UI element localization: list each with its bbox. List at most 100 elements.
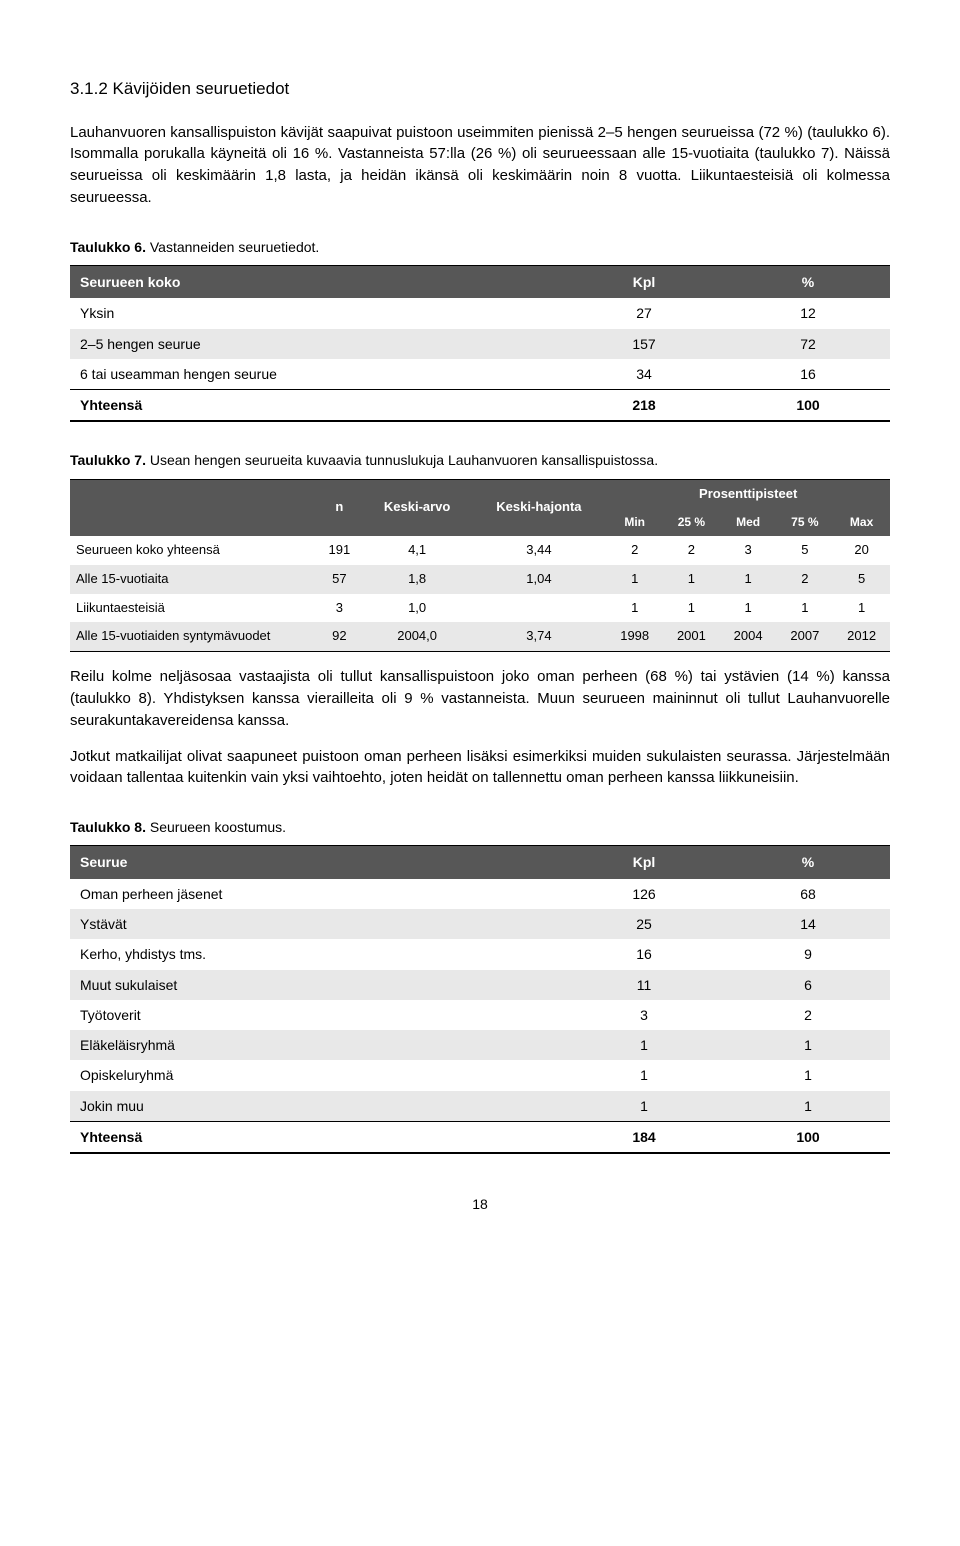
cell-p75: 2 [776,565,833,594]
cell-kpl: 157 [562,329,726,359]
table7-caption-text: Usean hengen seurueita kuvaavia tunnuslu… [146,452,658,468]
table-row: 6 tai useamman hengen seurue3416 [70,359,890,390]
cell-label: Ystävät [70,909,562,939]
cell-label: Seurueen koko yhteensä [70,536,316,565]
cell-label: 6 tai useamman hengen seurue [70,359,562,390]
cell-n: 3 [316,594,363,623]
cell-p75: 1 [776,594,833,623]
table-row: Eläkeläisryhmä11 [70,1030,890,1060]
cell-pct: 1 [726,1030,890,1060]
table8-caption: Taulukko 8. Seurueen koostumus. [70,817,890,837]
cell-pct: 72 [726,329,890,359]
cell-kpl: 1 [562,1030,726,1060]
cell-p75: 2007 [776,622,833,651]
section-heading: 3.1.2 Kävijöiden seuruetiedot [70,77,890,102]
cell-ka: 2004,0 [363,622,472,651]
cell-p25: 2001 [663,622,720,651]
table7-header-med: Med [720,509,777,536]
table-row: Ystävät2514 [70,909,890,939]
cell-label: Alle 15-vuotiaita [70,565,316,594]
cell-label: Alle 15-vuotiaiden syntymävuodet [70,622,316,651]
table8: Seurue Kpl % Oman perheen jäsenet12668Ys… [70,846,890,1153]
cell-min: 1 [606,565,663,594]
table7-header-ka: Keski-arvo [363,480,472,536]
table7-header-max: Max [833,509,890,536]
table6-header-col1: Seurueen koko [70,266,562,298]
cell-pct: 12 [726,298,890,328]
table-row: Alle 15-vuotiaita571,81,0411125 [70,565,890,594]
table-row: Alle 15-vuotiaiden syntymävuodet922004,0… [70,622,890,651]
cell-pct: 2 [726,1000,890,1030]
cell-label: Työtoverit [70,1000,562,1030]
table-row: Seurueen koko yhteensä1914,13,44223520 [70,536,890,565]
cell-label: Jokin muu [70,1091,562,1122]
cell-kh: 1,04 [472,565,607,594]
table8-header-col3: % [726,846,890,878]
table8-header-col1: Seurue [70,846,562,878]
cell-max: 20 [833,536,890,565]
cell-med: 2004 [720,622,777,651]
cell-kh: 3,74 [472,622,607,651]
table7-header-kh: Keski-hajonta [472,480,607,536]
cell-label: Opiskeluryhmä [70,1060,562,1090]
cell-kpl: 1 [562,1060,726,1090]
cell-med: 1 [720,594,777,623]
table-row: Jokin muu11 [70,1091,890,1122]
table8-head: Seurue Kpl % [70,846,890,878]
cell-kpl: 25 [562,909,726,939]
cell-pct: 9 [726,939,890,969]
table6-caption-text: Vastanneiden seuruetiedot. [146,239,319,255]
page-number: 18 [70,1194,890,1214]
table6-wrap: Seurueen koko Kpl % Yksin27122–5 hengen … [70,265,890,422]
cell-label: Muut sukulaiset [70,970,562,1000]
cell-min: 1998 [606,622,663,651]
table6-caption-bold: Taulukko 6. [70,239,146,255]
table7-caption-bold: Taulukko 7. [70,452,146,468]
table7-caption: Taulukko 7. Usean hengen seurueita kuvaa… [70,450,890,470]
cell-kpl: 126 [562,879,726,909]
table-row: Kerho, yhdistys tms.169 [70,939,890,969]
cell-p25: 1 [663,565,720,594]
cell-ka: 4,1 [363,536,472,565]
cell-pct: 68 [726,879,890,909]
table6-header-col2: Kpl [562,266,726,298]
table6-body: Yksin27122–5 hengen seurue157726 tai use… [70,298,890,421]
cell-pct: 6 [726,970,890,1000]
cell-kpl: 16 [562,939,726,969]
table6: Seurueen koko Kpl % Yksin27122–5 hengen … [70,266,890,421]
cell-min: 2 [606,536,663,565]
table7-header-p75: 75 % [776,509,833,536]
cell-p75: 5 [776,536,833,565]
table7-header-n: n [316,480,363,536]
table-row: Oman perheen jäsenet12668 [70,879,890,909]
cell-kpl: 11 [562,970,726,1000]
table7: n Keski-arvo Keski-hajonta Prosenttipist… [70,480,890,652]
table8-body: Oman perheen jäsenet12668Ystävät2514Kerh… [70,879,890,1153]
table-row: Liikuntaesteisiä31,011111 [70,594,890,623]
cell-max: 2012 [833,622,890,651]
cell-label: Kerho, yhdistys tms. [70,939,562,969]
table-row-total: Yhteensä218100 [70,390,890,421]
cell-kpl: 1 [562,1091,726,1122]
cell-med: 3 [720,536,777,565]
table6-caption: Taulukko 6. Vastanneiden seuruetiedot. [70,237,890,257]
cell-n: 57 [316,565,363,594]
cell-label: Liikuntaesteisiä [70,594,316,623]
cell-p25: 2 [663,536,720,565]
table7-body: Seurueen koko yhteensä1914,13,44223520Al… [70,536,890,651]
cell-max: 5 [833,565,890,594]
cell-label: Yhteensä [70,390,562,421]
table7-header-min: Min [606,509,663,536]
cell-kh [472,594,607,623]
table-row: Yksin2712 [70,298,890,328]
table-row-total: Yhteensä184100 [70,1122,890,1153]
cell-kpl: 3 [562,1000,726,1030]
cell-kpl: 184 [562,1122,726,1153]
cell-kpl: 218 [562,390,726,421]
cell-pct: 16 [726,359,890,390]
cell-pct: 14 [726,909,890,939]
table7-header-p25: 25 % [663,509,720,536]
paragraph-3: Jotkut matkailijat olivat saapuneet puis… [70,746,890,790]
cell-n: 92 [316,622,363,651]
cell-label: Yhteensä [70,1122,562,1153]
